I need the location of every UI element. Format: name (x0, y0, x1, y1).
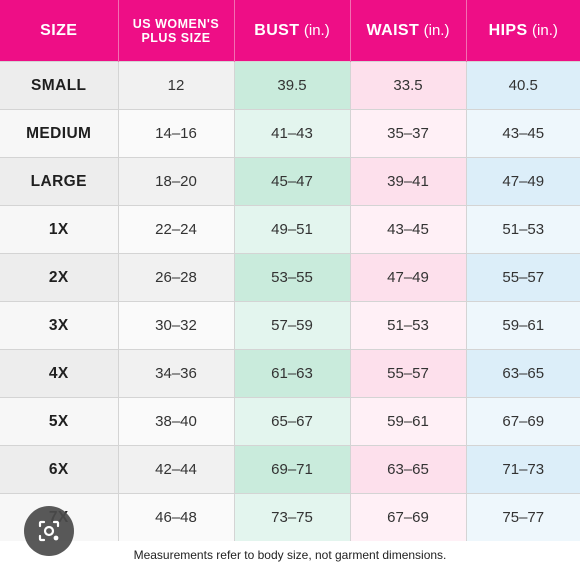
plus-size-cell: 26–28 (118, 253, 235, 302)
waist-cell: 47–49 (350, 253, 467, 302)
hips-cell: 67–69 (466, 397, 580, 446)
plus-size-cell: 14–16 (118, 109, 235, 158)
hips-cell: 47–49 (466, 157, 580, 206)
size-cell: 6X (0, 445, 119, 494)
plus-size-cell: 38–40 (118, 397, 235, 446)
header-bust: BUST (in.) (234, 0, 351, 62)
table-row: 4X 34–36 61–63 55–57 63–65 (0, 349, 580, 398)
size-cell: 3X (0, 301, 119, 350)
plus-size-cell: 46–48 (118, 493, 235, 541)
table-row: 2X 26–28 53–55 47–49 55–57 (0, 253, 580, 302)
waist-cell: 51–53 (350, 301, 467, 350)
table-row: 1X 22–24 49–51 43–45 51–53 (0, 205, 580, 254)
plus-size-cell: 42–44 (118, 445, 235, 494)
hips-cell: 55–57 (466, 253, 580, 302)
hips-cell: 59–61 (466, 301, 580, 350)
bust-cell: 61–63 (234, 349, 351, 398)
waist-cell: 59–61 (350, 397, 467, 446)
bust-cell: 39.5 (234, 61, 351, 110)
table-row: 6X 42–44 69–71 63–65 71–73 (0, 445, 580, 494)
lens-search-button[interactable] (24, 506, 74, 556)
bust-cell: 53–55 (234, 253, 351, 302)
hips-cell: 51–53 (466, 205, 580, 254)
size-cell: 2X (0, 253, 119, 302)
size-cell: MEDIUM (0, 109, 119, 158)
plus-size-cell: 30–32 (118, 301, 235, 350)
bust-cell: 73–75 (234, 493, 351, 541)
waist-cell: 55–57 (350, 349, 467, 398)
waist-cell: 39–41 (350, 157, 467, 206)
hips-cell: 40.5 (466, 61, 580, 110)
hips-cell: 75–77 (466, 493, 580, 541)
table-body: SMALL 12 39.5 33.5 40.5 MEDIUM 14–16 41–43 35–37… (0, 61, 580, 541)
waist-cell: 35–37 (350, 109, 467, 158)
hips-cell: 43–45 (466, 109, 580, 158)
plus-size-cell: 34–36 (118, 349, 235, 398)
waist-cell: 43–45 (350, 205, 467, 254)
header-waist: WAIST (in.) (350, 0, 467, 62)
hips-cell: 63–65 (466, 349, 580, 398)
waist-cell: 67–69 (350, 493, 467, 541)
waist-cell: 63–65 (350, 445, 467, 494)
size-cell: 5X (0, 397, 119, 446)
bust-cell: 57–59 (234, 301, 351, 350)
header-size: SIZE (0, 0, 119, 62)
bust-cell: 65–67 (234, 397, 351, 446)
footnote: Measurements refer to body size, not gar… (133, 548, 447, 562)
bust-cell: 41–43 (234, 109, 351, 158)
plus-size-cell: 22–24 (118, 205, 235, 254)
lens-search-icon (38, 520, 60, 542)
plus-size-cell: 18–20 (118, 157, 235, 206)
waist-cell: 33.5 (350, 61, 467, 110)
table-row: MEDIUM 14–16 41–43 35–37 43–45 (0, 109, 580, 158)
hips-cell: 71–73 (466, 445, 580, 494)
plus-size-cell: 12 (118, 61, 235, 110)
size-cell: 4X (0, 349, 119, 398)
header-row: SIZE US WOMEN'S PLUS SIZE BUST (in.) WAI… (0, 0, 580, 62)
table-row: 5X 38–40 65–67 59–61 67–69 (0, 397, 580, 446)
bust-cell: 69–71 (234, 445, 351, 494)
header-hips: HIPS (in.) (466, 0, 580, 62)
size-cell: LARGE (0, 157, 119, 206)
bust-cell: 45–47 (234, 157, 351, 206)
size-cell: SMALL (0, 61, 119, 110)
table-row: 3X 30–32 57–59 51–53 59–61 (0, 301, 580, 350)
size-cell: 1X (0, 205, 119, 254)
size-table: SIZE US WOMEN'S PLUS SIZE BUST (in.) WAI… (0, 0, 580, 541)
table-row: LARGE 18–20 45–47 39–41 47–49 (0, 157, 580, 206)
size-chart: SIZE US WOMEN'S PLUS SIZE BUST (in.) WAI… (0, 0, 580, 541)
bust-cell: 49–51 (234, 205, 351, 254)
header-plus-size: US WOMEN'S PLUS SIZE (118, 0, 235, 62)
table-row: SMALL 12 39.5 33.5 40.5 (0, 61, 580, 110)
